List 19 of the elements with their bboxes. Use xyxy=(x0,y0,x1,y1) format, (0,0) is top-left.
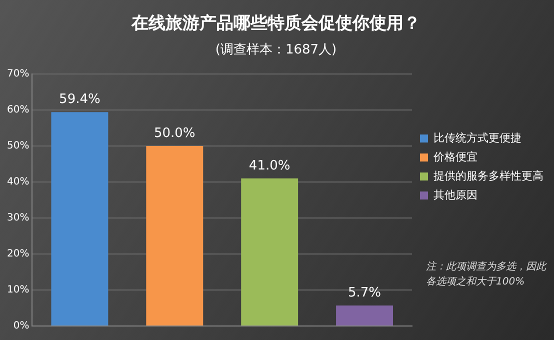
chart-subtitle: (调查样本：1687人) xyxy=(215,42,337,58)
y-tick-label: 70% xyxy=(6,68,30,80)
y-tick-label: 30% xyxy=(6,212,30,224)
legend-label: 提供的服务多样性更高 xyxy=(434,169,544,182)
y-tick-label: 20% xyxy=(6,248,30,260)
y-tick-label: 0% xyxy=(13,320,30,332)
y-tick-label: 40% xyxy=(6,176,30,188)
y-tick-label: 50% xyxy=(6,140,30,152)
data-label: 50.0% xyxy=(154,126,196,141)
data-label: 59.4% xyxy=(59,92,100,108)
y-tick-label: 10% xyxy=(6,284,30,296)
data-label: 5.7% xyxy=(348,285,382,300)
data-label: 41.0% xyxy=(248,158,290,174)
y-tick-label: 60% xyxy=(6,104,30,116)
legend-label: 其他原因 xyxy=(434,188,478,202)
legend-label: 价格便宜 xyxy=(432,150,478,164)
chart-title: 在线旅游产品哪些特质会促使你使用？ xyxy=(130,14,420,34)
legend-label: 比传统方式更便捷 xyxy=(434,131,522,144)
text: 注：此项调查为多选，因此各选项之和大于100% xyxy=(426,260,547,288)
